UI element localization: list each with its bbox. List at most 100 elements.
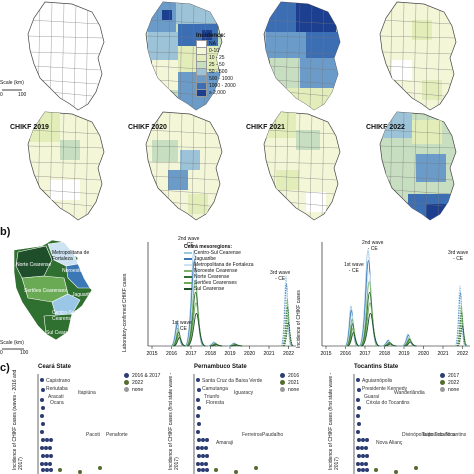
- series-line: [456, 318, 468, 347]
- point-label: Camutanga: [202, 386, 228, 392]
- scatter-point: [40, 446, 44, 450]
- series-line: [210, 344, 223, 347]
- scatter-point: [356, 462, 360, 466]
- series-line: [230, 344, 243, 347]
- series-line: [281, 298, 293, 347]
- map-2022: [379, 111, 457, 221]
- scatter-point: [196, 446, 200, 450]
- map-2021: [263, 111, 341, 221]
- scatter-point: [49, 468, 53, 472]
- x-tick-label: 2020: [418, 351, 429, 357]
- point-label: Triunfo: [204, 394, 220, 400]
- chart-left-legend-title: Ceará mesoregions:: [184, 244, 233, 250]
- chart-legend-row: Norte Cearense: [184, 274, 253, 280]
- scatter-legend-label: none: [288, 386, 300, 393]
- x-tick-label: 2018: [379, 351, 390, 357]
- region-sertoes: Sertões Cearenses: [24, 288, 67, 294]
- scatter-point: [196, 398, 200, 402]
- legend-label: NA: [209, 40, 216, 47]
- x-tick-label: 2019: [398, 351, 409, 357]
- region-centro-sul: Centro-Sul Cearense: [52, 310, 76, 322]
- scatter-point: [357, 454, 361, 458]
- legend-label: 50 - 500: [209, 68, 228, 75]
- x-tick-label: 2017: [185, 351, 196, 357]
- point-label: Ocara: [50, 400, 64, 406]
- scatter-point: [356, 398, 360, 402]
- scale-tick-100: 100: [18, 92, 27, 98]
- scale-tick-0: 0: [0, 92, 3, 98]
- scatter-point: [201, 438, 205, 442]
- chart-left-legend: Centro-Sul Cearense Jaguaribe Metropolitan…: [184, 250, 253, 292]
- scatter-point: [394, 470, 398, 474]
- map-title-2019: CHIKF 2019: [10, 124, 49, 131]
- scatter-point: [361, 438, 365, 442]
- scatter-point: [98, 466, 102, 470]
- scatter-point: [205, 468, 209, 472]
- chart-lab-confirmed: 2015 2016 2017 2018 2019 2020 2021 2022: [146, 242, 296, 357]
- scatter-point: [205, 438, 209, 442]
- scatter-legend-row: none: [280, 386, 299, 393]
- scatter-point: [196, 462, 200, 466]
- scatter-point: [204, 462, 208, 466]
- scatter-point: [58, 468, 62, 472]
- scatter-legend-dot: [124, 380, 129, 385]
- scatter-point: [196, 430, 200, 434]
- scatter-panel: Tocantins State Incidence of CHIKF cases …: [328, 362, 474, 474]
- point-label: Aracati: [48, 394, 64, 400]
- scatter-point: [356, 430, 360, 434]
- scatter-legend-row: none: [124, 386, 160, 393]
- point-label: Amaraji: [216, 440, 233, 446]
- scatter-legend-row: 2016 & 2017: [124, 372, 160, 379]
- scatter-point: [40, 430, 44, 434]
- scatter-point: [45, 468, 49, 472]
- chart-legend-label: Metropolitana de Fortaleza: [194, 262, 254, 268]
- chart-legend-label: Centro-Sul Cearense: [194, 250, 241, 256]
- legend-row: ≥ 2,000: [196, 88, 236, 97]
- scatter-point: [197, 438, 201, 442]
- chart-legend-swatch: [184, 276, 192, 278]
- scatter-point: [360, 446, 364, 450]
- scatter-legend-label: 2022: [448, 379, 460, 386]
- map-2016: [27, 1, 105, 111]
- map-2019: [27, 111, 105, 221]
- scatter-point: [361, 454, 365, 458]
- point-label: Taipoã do Tocantins: [422, 432, 467, 438]
- scatter-point: [234, 470, 238, 474]
- legend-label: 0-10: [209, 47, 220, 54]
- scatter-point: [361, 468, 365, 472]
- scatter-point: [360, 462, 364, 466]
- scatter-point: [414, 466, 418, 470]
- chart-legend-label: Sertões Cearenses: [194, 280, 237, 286]
- series-line: [280, 283, 292, 347]
- region-metropolitana: Metropolitana de Fortaleza: [52, 250, 90, 262]
- scatter-point: [357, 422, 361, 426]
- scatter-point: [364, 446, 368, 450]
- mesoregion-map: [13, 239, 93, 341]
- scatter-point: [41, 422, 45, 426]
- region-sul: Sul Cearense: [46, 330, 77, 336]
- scatter-point: [204, 446, 208, 450]
- scatter-legend-row: 2021: [280, 379, 299, 386]
- scatter-point: [214, 468, 218, 472]
- chart-left-ylabel: Laboratory-confirmed CHIKF cases: [122, 273, 128, 352]
- scatter-point: [44, 462, 48, 466]
- legend-label: 1000 - 2000: [209, 82, 236, 89]
- scatter-point: [40, 462, 44, 466]
- point-label: Pacoti: [86, 432, 100, 438]
- scatter-panel: Pernambuco State Incidence of CHIKF cases…: [168, 362, 326, 474]
- x-tick-label: 2020: [244, 351, 255, 357]
- point-label: Santa Cruz da Baixa Verde: [202, 378, 263, 384]
- scale-label-b: Scale (km): [0, 340, 24, 346]
- series-line: [361, 312, 380, 347]
- scatter-point: [49, 454, 53, 458]
- annot-right-3: 3rd wave - CE: [448, 250, 469, 262]
- series-line: [404, 341, 417, 347]
- scatter-point: [200, 462, 204, 466]
- point-label: Guaraí: [364, 394, 380, 400]
- scatter-point: [356, 446, 360, 450]
- scatter-point: [78, 470, 82, 474]
- series-line: [280, 275, 292, 347]
- annot-left-2: 2nd wave - CE: [178, 236, 200, 248]
- chart-legend-row: Centro-Sul Cearense: [184, 250, 253, 256]
- incidence-legend: Incidence: NA 0-10 10 - 25 25 - 50 50 - 500 5…: [196, 33, 236, 97]
